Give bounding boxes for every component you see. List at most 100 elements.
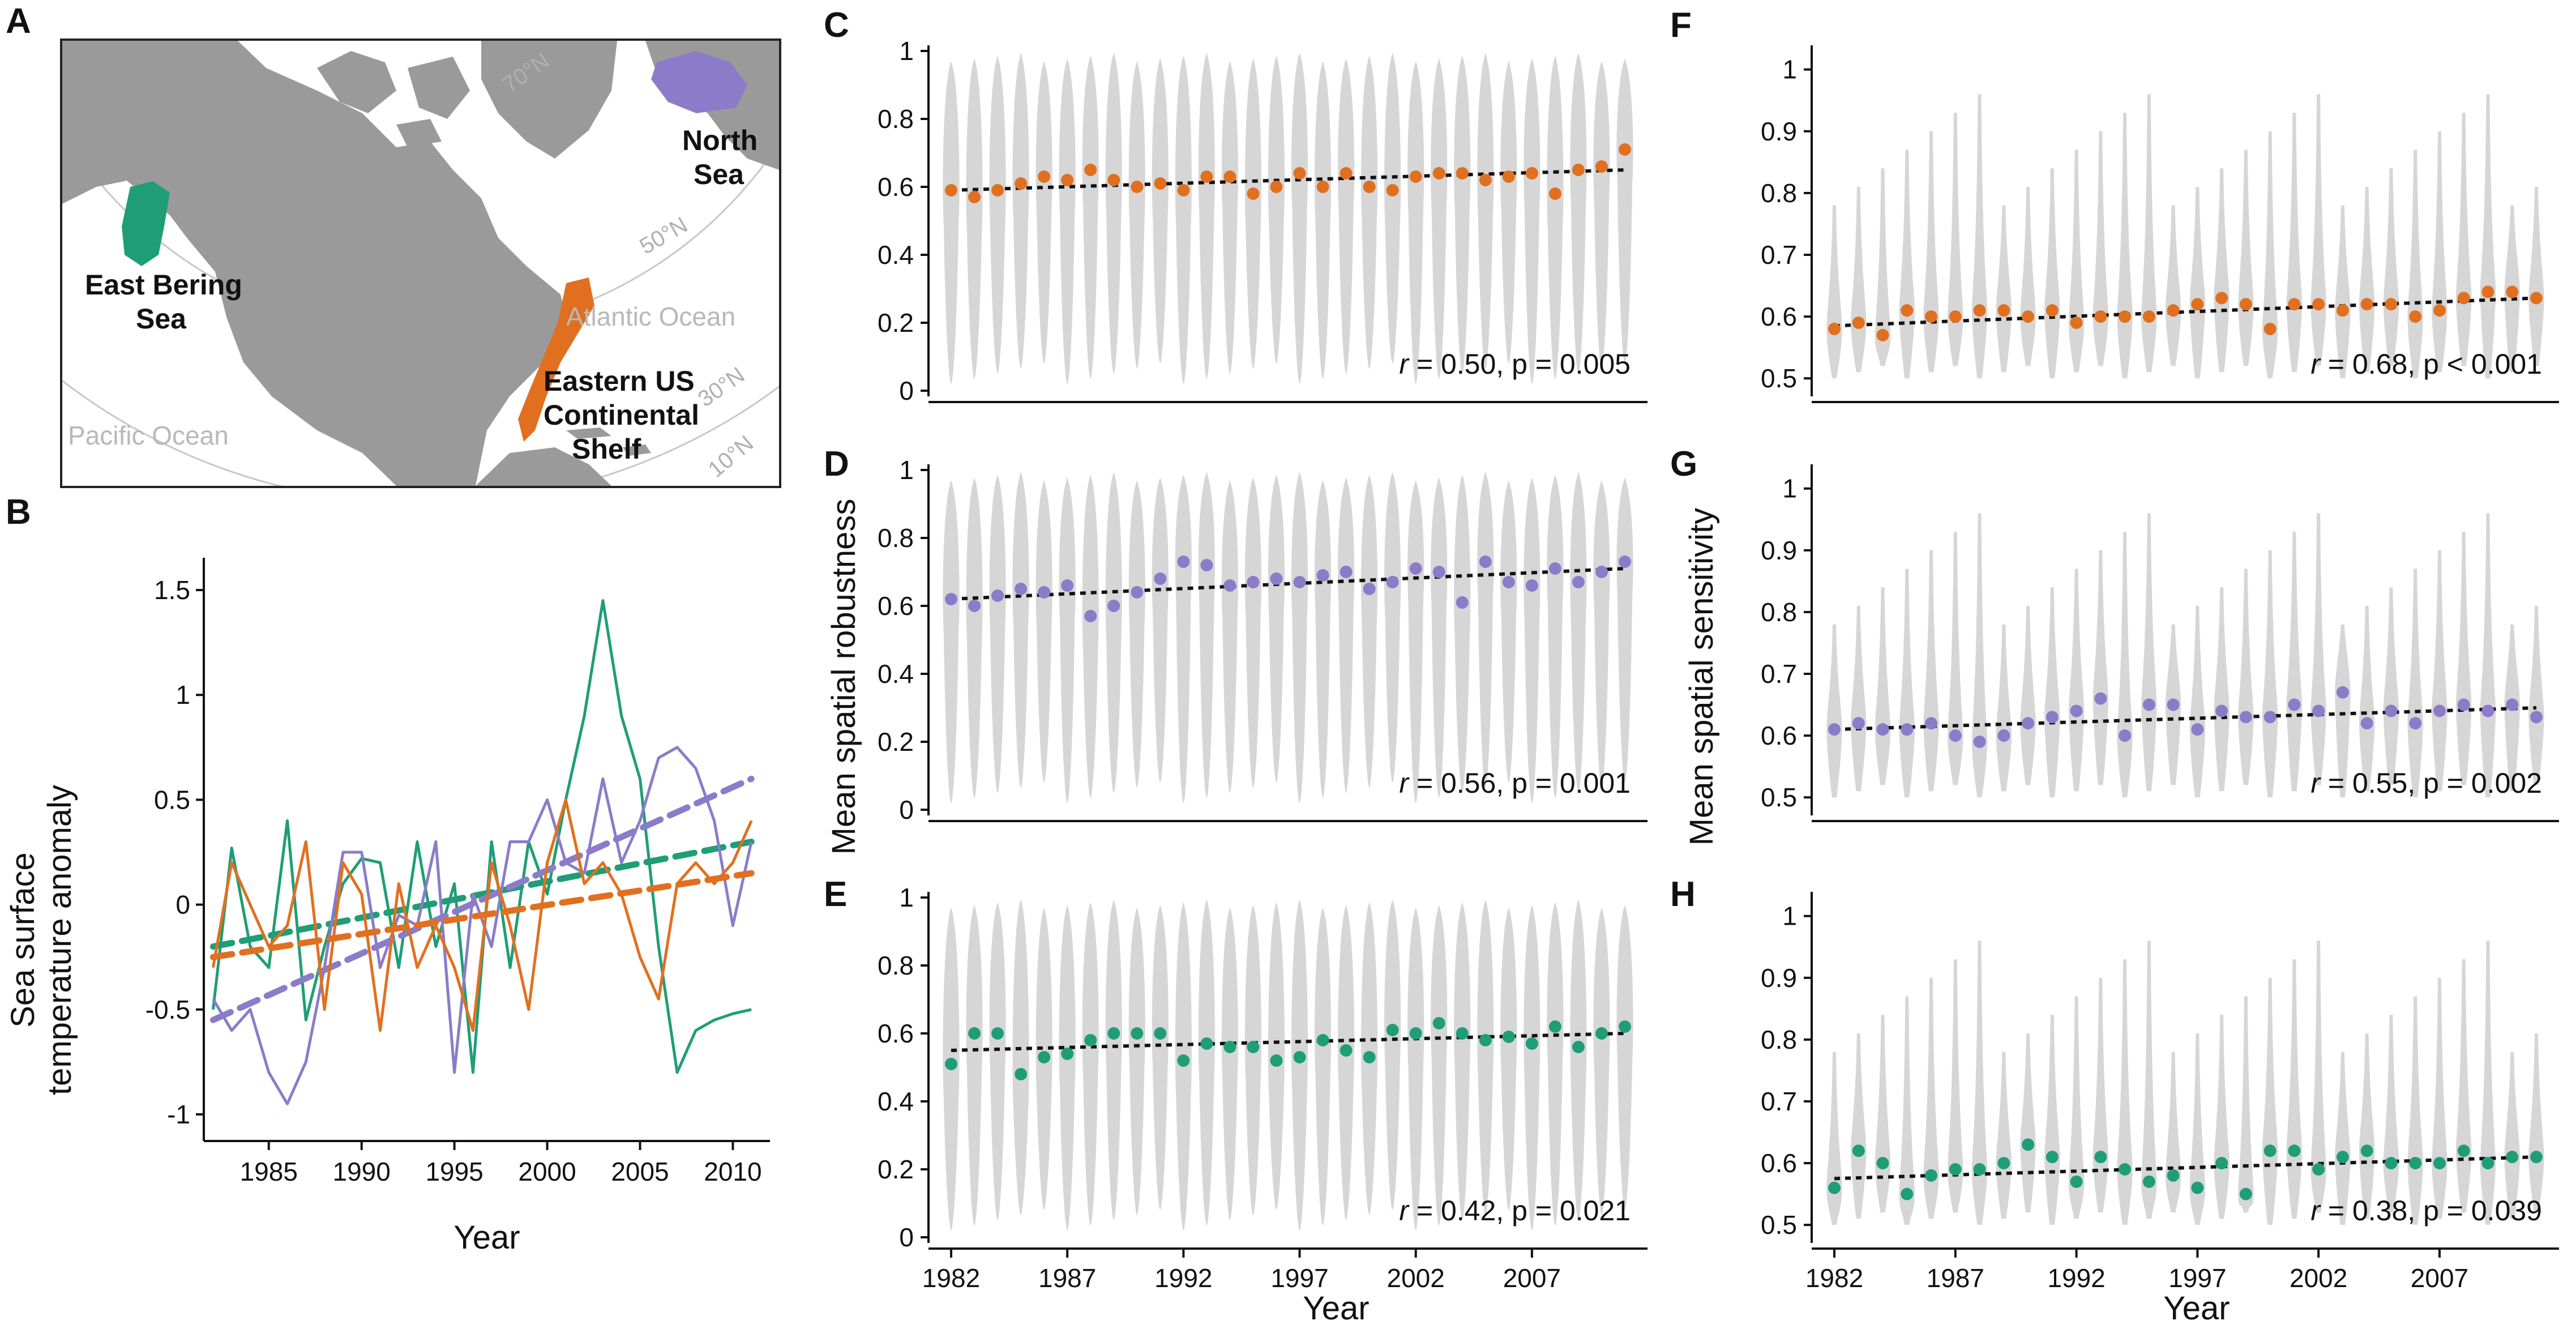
panel-e-ytick-label: 1 xyxy=(899,883,914,912)
panel-h-xtick-label: 1997 xyxy=(2168,1263,2226,1293)
map-label-north-sea-1: North xyxy=(682,125,758,156)
ocean-label-pacific: Pacific Ocean xyxy=(68,421,229,450)
panel-f-mean-point xyxy=(2336,304,2349,317)
panel-h-mean-point xyxy=(2119,1163,2132,1176)
panel-h-violin xyxy=(2407,996,2423,1225)
panel-c-mean-point xyxy=(1363,181,1376,193)
panel-c-mean-point xyxy=(1107,174,1120,186)
panel-h-mean-point xyxy=(2481,1157,2494,1170)
panel-h-violin xyxy=(2504,1052,2520,1219)
panel-h-violin xyxy=(2359,1033,2375,1219)
panel-e-ytick-label: 0.4 xyxy=(878,1087,914,1116)
panel-d-violin xyxy=(1361,475,1378,788)
panel-h-ytick-label: 1 xyxy=(1782,901,1797,931)
panel-h-ytick-label: 0.6 xyxy=(1761,1148,1797,1178)
panel-c-violin xyxy=(1500,61,1517,364)
panel-e-mean-point xyxy=(1363,1051,1376,1063)
panel-f-violin xyxy=(2117,113,2133,379)
panel-d-mean-point xyxy=(1595,566,1608,578)
panel-d-violin xyxy=(1059,477,1076,803)
y-axis-title-sensitivity: Mean spatial sensitivity xyxy=(1683,508,1720,845)
panel-d-mean-point xyxy=(1177,555,1190,568)
panel-c-violin xyxy=(1477,53,1494,369)
panel-f-ytick-label: 0.9 xyxy=(1761,117,1797,146)
panel-d-ytick-label: 0.2 xyxy=(878,727,914,757)
panel-letter-b: B xyxy=(6,493,31,532)
panel-f-mean-point xyxy=(2433,304,2446,317)
panel-c-mean-point xyxy=(1456,167,1469,180)
panel-c-stats-annotation: r = 0.50, p = 0.005 xyxy=(1399,348,1631,380)
panel-c-mean-point xyxy=(1247,187,1260,200)
panel-g-mean-point xyxy=(1925,717,1938,730)
panel-g-ytick-label: 0.6 xyxy=(1761,721,1797,750)
panel-e-violin xyxy=(1198,899,1215,1225)
panel-d-violin xyxy=(1593,480,1610,788)
panel-f-mean-point xyxy=(1925,310,1938,323)
panel-d-violin xyxy=(1244,477,1261,788)
panel-f-ytick-label: 1 xyxy=(1782,55,1797,84)
panel-f-violin xyxy=(2189,187,2206,379)
panel-e-violin xyxy=(1500,908,1517,1210)
map-label-east-bering-2: Sea xyxy=(136,303,187,335)
panel-e-mean-point xyxy=(1572,1041,1585,1053)
panel-d-violin xyxy=(1175,475,1192,803)
panel-e-xtick-label: 1997 xyxy=(1270,1263,1328,1293)
panel-c-violin xyxy=(1035,61,1052,364)
panel-h-violin xyxy=(1826,1052,1842,1225)
panel-h-xtick-label: 1982 xyxy=(1805,1263,1863,1293)
panel-e-mean-point xyxy=(1386,1024,1399,1036)
panel-f-ytick-label: 0.5 xyxy=(1761,364,1797,393)
panel-c-ytick-label: 0.6 xyxy=(878,172,914,202)
panel-c-violin xyxy=(1431,58,1448,379)
panel-d-mean-point xyxy=(1293,576,1306,588)
panel-b-ytick-label: 0.5 xyxy=(154,785,190,814)
panel-g-chart: 0.5 0.6 0.7 0.8 0.9 1 r = 0.55, p = 0.002 xyxy=(1761,464,2559,822)
panel-d-violin xyxy=(1500,480,1517,783)
panel-d-violin xyxy=(1012,472,1029,788)
panel-e-violin xyxy=(1152,905,1169,1210)
panel-h-mean-point xyxy=(2385,1157,2398,1170)
panel-e-violin xyxy=(1407,908,1424,1230)
panel-d-violin xyxy=(1454,475,1471,793)
panel-g-violin xyxy=(2286,532,2303,792)
panel-c-ytick-label: 0 xyxy=(899,376,914,405)
panel-d-trend-line xyxy=(951,567,1625,601)
panel-g-mean-point xyxy=(1949,729,1962,742)
panel-c-violin xyxy=(1152,58,1169,364)
panel-letter-c: C xyxy=(824,6,849,45)
map-label-eastern-us-2: Continental xyxy=(544,399,699,431)
panel-e-xtick-label: 1987 xyxy=(1038,1263,1096,1293)
panel-g-mean-point xyxy=(2506,698,2519,711)
panel-f-violin xyxy=(1899,149,1915,379)
panel-e-mean-point xyxy=(991,1027,1004,1040)
panel-d-mean-point xyxy=(1270,572,1283,585)
panel-g-mean-point xyxy=(2022,717,2035,730)
panel-g-mean-point xyxy=(1828,723,1841,736)
panel-d-violin xyxy=(1384,472,1401,783)
panel-c-mean-point xyxy=(1177,184,1190,196)
panel-e-violin xyxy=(1082,902,1099,1225)
panel-e-mean-point xyxy=(1177,1054,1190,1067)
panel-g-violin xyxy=(1899,569,1915,798)
panel-c-mean-point xyxy=(1270,181,1283,193)
panel-f-mean-point xyxy=(2046,304,2059,317)
panel-h-mean-point xyxy=(1997,1157,2010,1170)
panel-h-mean-point xyxy=(2022,1138,2035,1151)
panel-g-mean-point xyxy=(2288,698,2301,711)
panel-e-violin xyxy=(989,902,1006,1220)
panel-f-violin xyxy=(2335,205,2351,379)
panel-f-mean-point xyxy=(2360,298,2373,311)
panel-f-mean-point xyxy=(1901,304,1914,317)
panel-d-violin xyxy=(1407,480,1424,803)
panel-d-p-value: p = 0.001 xyxy=(1512,767,1631,799)
ocean-label-atlantic: Atlantic Ocean xyxy=(566,302,735,331)
panel-h-ytick-label: 0.9 xyxy=(1761,963,1797,993)
panel-d-violin xyxy=(1547,475,1564,798)
panel-c-mean-point xyxy=(1409,170,1422,183)
panel-g-mean-point xyxy=(2167,698,2180,711)
panel-c-ytick-label: 0.8 xyxy=(878,104,914,134)
panel-c-mean-point xyxy=(1038,170,1051,183)
panel-c-violin xyxy=(966,58,983,379)
panel-letter-h: H xyxy=(1670,875,1696,914)
panel-h-violin xyxy=(2189,1033,2206,1225)
